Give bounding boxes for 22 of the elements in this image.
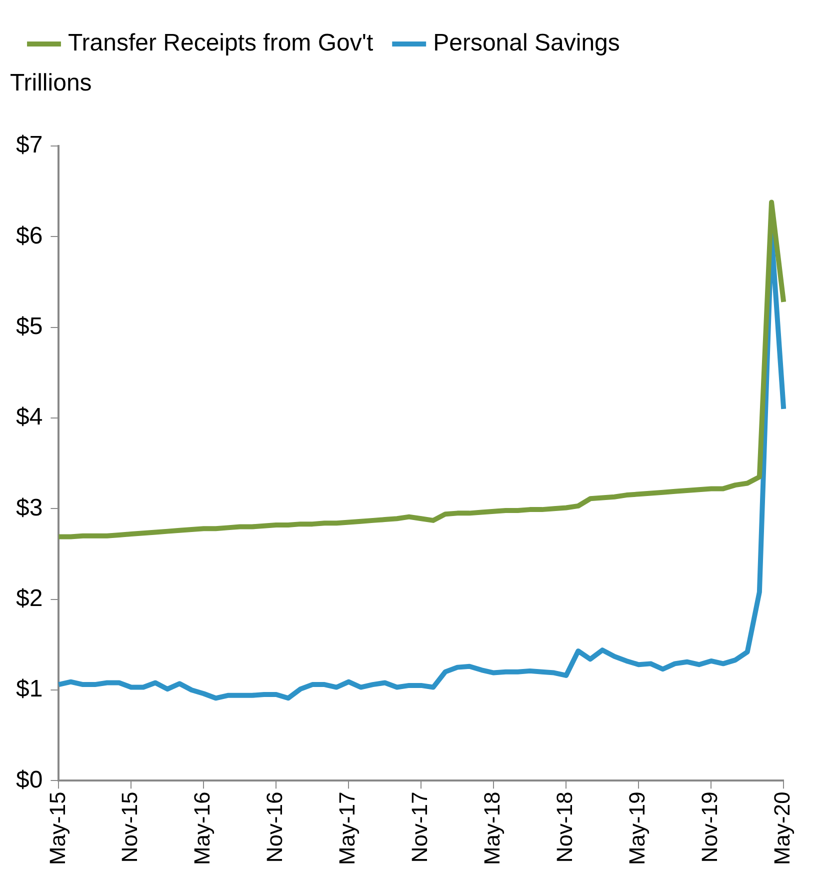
x-tick-label: Nov-18: [552, 792, 578, 863]
x-tick-label: Nov-17: [407, 792, 432, 863]
x-tick-label: Nov-15: [117, 792, 142, 863]
x-tick-label: May-15: [44, 792, 70, 865]
x-tick-label: May-17: [334, 792, 360, 865]
x-tick-label: May-16: [190, 792, 215, 865]
x-tick-label: May-19: [624, 792, 650, 865]
y-tick-label: $4: [16, 404, 43, 431]
x-tick-label: Nov-16: [262, 792, 288, 863]
y-tick-label: $1: [16, 676, 43, 703]
y-tick-label: $0: [16, 766, 43, 794]
x-tick-label: May-20: [770, 792, 795, 865]
legend-label: Transfer Receipts from Gov't: [68, 30, 374, 57]
x-tick-label: Nov-19: [697, 792, 722, 863]
y-tick-label: $6: [16, 222, 43, 250]
legend-label: Personal Savings: [433, 30, 620, 57]
y-tick-label: $5: [16, 312, 43, 340]
y-axis-title: Trillions: [10, 70, 92, 97]
y-tick-label: $2: [16, 584, 43, 612]
y-tick-label: $7: [16, 132, 43, 159]
y-tick-label: $3: [16, 494, 43, 522]
x-tick-label: May-18: [480, 792, 505, 865]
